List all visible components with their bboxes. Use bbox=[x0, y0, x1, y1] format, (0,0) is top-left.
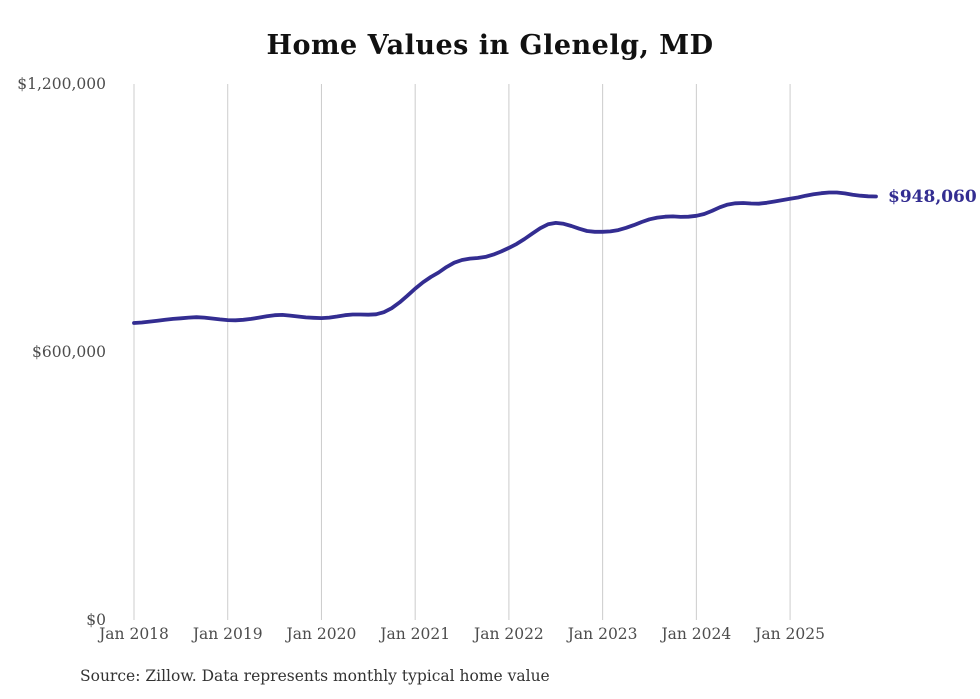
source-note: Source: Zillow. Data represents monthly … bbox=[80, 667, 550, 685]
y-axis-tick-label: $0 bbox=[86, 611, 106, 629]
x-axis-tick-label: Jan 2024 bbox=[661, 625, 732, 643]
latest-value-label: $948,060 bbox=[888, 186, 977, 207]
y-axis-tick-label: $600,000 bbox=[32, 343, 106, 361]
x-axis-tick-label: Jan 2022 bbox=[473, 625, 544, 643]
x-axis-tick-label: Jan 2020 bbox=[286, 625, 357, 643]
x-axis-tick-label: Jan 2025 bbox=[755, 625, 825, 643]
x-axis-tick-label: Jan 2019 bbox=[192, 625, 263, 643]
y-axis-tick-label: $1,200,000 bbox=[17, 75, 106, 93]
x-axis-tick-label: Jan 2018 bbox=[99, 625, 169, 643]
x-axis-tick-label: Jan 2023 bbox=[567, 625, 638, 643]
home-values-line-series bbox=[132, 190, 878, 325]
x-axis-tick-label: Jan 2021 bbox=[380, 625, 451, 643]
page-title: Home Values in Glenelg, MD bbox=[266, 30, 714, 61]
vertical-gridlines bbox=[133, 84, 791, 620]
